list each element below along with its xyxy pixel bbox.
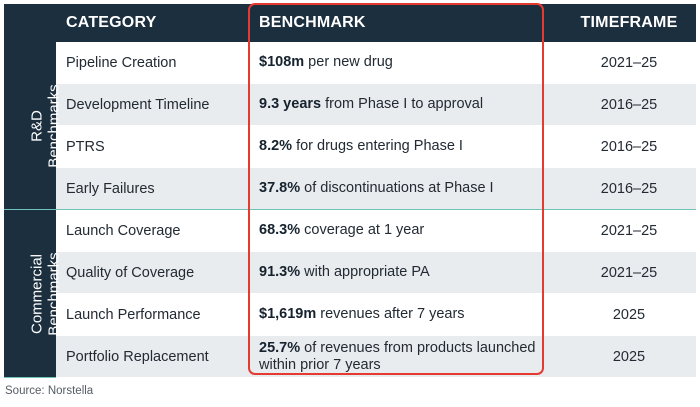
benchmark-cell: $108m per new drug (249, 42, 562, 84)
source-note: Source: Norstella (5, 385, 94, 397)
benchmark-value: $108m (259, 54, 305, 70)
category-cell: Early Failures (56, 167, 249, 210)
benchmark-cell: 37.8% of discontinuations at Phase I (249, 167, 562, 210)
table-row: Commercial Benchmarks Launch Coverage 68… (4, 209, 696, 378)
category-cell: Quality of Coverage (56, 251, 249, 294)
group-commercial-line2: Benchmarks (45, 251, 63, 336)
timeframe-cell: 2025 (562, 293, 696, 336)
benchmark-cell: 91.3% with appropriate PA (249, 251, 562, 294)
benchmark-cell: 9.3 years from Phase I to approval (249, 83, 562, 126)
benchmark-cell: 8.2% for drugs entering Phase I (249, 125, 562, 168)
table-row: Development Timeline 9.3 years from Phas… (4, 83, 696, 126)
category-cell: Launch Coverage (56, 209, 249, 252)
table-header-row: CATEGORY BENCHMARK TIMEFRAME (4, 4, 696, 42)
group-rd-line2: Benchmarks (45, 83, 63, 168)
benchmark-value: 8.2% (259, 138, 293, 154)
group-commercial-line1: Commercial (28, 253, 46, 334)
benchmark-value: 25.7% (259, 339, 301, 356)
table-row: R&D Benchmarks Pipeline Creation $108m p… (4, 42, 696, 210)
table-row: PTRS 8.2% for drugs entering Phase I 201… (4, 125, 696, 168)
benchmark-value: 91.3% (259, 264, 301, 280)
table-row: Launch Performance $1,619m revenues afte… (4, 293, 696, 336)
benchmark-desc: of discontinuations at Phase I (300, 180, 494, 196)
benchmark-desc: per new drug (304, 54, 393, 70)
timeframe-cell: 2021–25 (562, 251, 696, 294)
timeframe-cell: 2025 (562, 335, 696, 378)
benchmark-cell: 68.3% coverage at 1 year (249, 209, 562, 252)
category-cell: Development Timeline (56, 83, 249, 126)
category-cell: Pipeline Creation (56, 42, 249, 84)
benchmark-table: CATEGORY BENCHMARK TIMEFRAME R&D Benchma… (4, 4, 696, 378)
benchmark-desc: revenues after 7 years (316, 306, 465, 322)
benchmark-value: 9.3 years (259, 96, 322, 112)
benchmark-desc: for drugs entering Phase I (292, 138, 463, 154)
header-timeframe: TIMEFRAME (562, 4, 696, 42)
category-cell: Launch Performance (56, 293, 249, 336)
header-blank-cell (4, 4, 56, 42)
benchmark-value: 37.8% (259, 180, 301, 196)
benchmark-value: $1,619m (259, 306, 317, 322)
timeframe-cell: 2016–25 (562, 83, 696, 126)
header-category: CATEGORY (56, 4, 249, 42)
benchmark-desc: of revenues from products launched withi… (259, 339, 536, 373)
table-row: Portfolio Replacement 25.7% of revenues … (4, 335, 696, 378)
benchmark-cell: $1,619m revenues after 7 years (249, 293, 562, 336)
timeframe-cell: 2016–25 (562, 125, 696, 168)
header-benchmark: BENCHMARK (249, 4, 562, 42)
category-cell: Portfolio Replacement (56, 335, 249, 378)
benchmark-cell: 25.7% of revenues from products launched… (249, 335, 562, 378)
group-label-rd: R&D Benchmarks (4, 42, 63, 210)
benchmark-desc: coverage at 1 year (300, 222, 425, 238)
timeframe-cell: 2016–25 (562, 167, 696, 210)
table-row: Quality of Coverage 91.3% with appropria… (4, 251, 696, 294)
table-row: Early Failures 37.8% of discontinuations… (4, 167, 696, 210)
category-cell: PTRS (56, 125, 249, 168)
group-label-commercial: Commercial Benchmarks (4, 209, 63, 378)
timeframe-cell: 2021–25 (562, 42, 696, 84)
timeframe-cell: 2021–25 (562, 209, 696, 252)
benchmark-desc: with appropriate PA (300, 264, 430, 280)
group-rd-line1: R&D (28, 109, 46, 142)
benchmark-value: 68.3% (259, 222, 301, 238)
benchmark-desc: from Phase I to approval (321, 96, 484, 112)
